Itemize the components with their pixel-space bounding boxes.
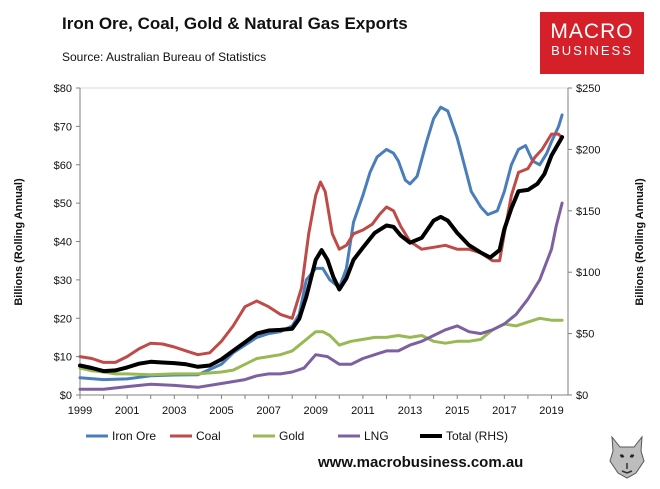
logo-text-macro: MACRO — [550, 20, 634, 43]
x-tick-label: 2019 — [539, 405, 563, 417]
x-tick-label: 1999 — [68, 405, 92, 417]
x-tick-label: 2003 — [162, 405, 186, 417]
right-tick-label: $0 — [576, 390, 588, 402]
x-tick-label: 2005 — [209, 405, 233, 417]
left-axis-title: Billions (Rolling Annual) — [13, 178, 25, 306]
website-url[interactable]: www.macrobusiness.com.au — [318, 454, 524, 471]
left-tick-label: $10 — [54, 352, 72, 364]
x-tick-label: 2001 — [115, 405, 139, 417]
legend-label-coal: Coal — [196, 429, 221, 443]
left-tick-label: $30 — [54, 275, 72, 287]
plot-area-border — [79, 87, 569, 396]
series-line-total-rhs — [78, 135, 565, 374]
x-tick-label: 2015 — [445, 405, 469, 417]
legend-label-iron-ore: Iron Ore — [112, 429, 156, 443]
left-tick-label: $50 — [54, 198, 72, 210]
chart-title: Iron Ore, Coal, Gold & Natural Gas Expor… — [62, 14, 408, 33]
left-tick-label: $70 — [54, 121, 72, 133]
series-line-gold — [78, 316, 564, 377]
legend-label-total-rhs: Total (RHS) — [446, 429, 508, 443]
x-tick-label: 2017 — [492, 405, 516, 417]
legend-label-lng: LNG — [364, 429, 389, 443]
x-tick-label: 2013 — [398, 405, 422, 417]
series-line-iron-ore — [78, 105, 564, 382]
left-tick-label: $80 — [54, 83, 72, 95]
x-tick-label: 2009 — [304, 405, 328, 417]
series-line-lng — [78, 201, 564, 391]
left-y-ticks: $0 $10 $20 $30 $40 $50 $60 $70 $80 — [54, 83, 80, 402]
x-tick-label: 2007 — [256, 405, 280, 417]
right-tick-label: $150 — [576, 206, 600, 218]
right-tick-label: $200 — [576, 144, 600, 156]
right-y-ticks: $0 $50 $100 $150 $200 $250 — [568, 83, 600, 402]
right-tick-label: $100 — [576, 267, 600, 279]
macrobusiness-logo[interactable]: MACRO BUSINESS — [540, 12, 644, 74]
right-axis-title: Billions (Rolling Annual) — [634, 178, 646, 306]
x-tick-label: 2011 — [351, 405, 375, 417]
wolf-icon — [609, 435, 645, 479]
left-tick-label: $60 — [54, 160, 72, 172]
legend-label-gold: Gold — [279, 429, 304, 443]
series-lines — [78, 105, 565, 391]
left-tick-label: $40 — [54, 237, 72, 249]
left-tick-label: $0 — [60, 390, 72, 402]
legend: Iron Ore Coal Gold LNG Total (RHS) — [86, 429, 508, 443]
left-tick-label: $20 — [54, 313, 72, 325]
right-tick-label: $50 — [576, 329, 594, 341]
x-ticks: 1999 2001 2003 2005 2007 2009 2011 2013 2015 2017… — [68, 395, 564, 417]
chart-subtitle: Source: Australian Bureau of Statistics — [62, 50, 267, 64]
logo-text-business: BUSINESS — [551, 43, 633, 58]
right-tick-label: $250 — [576, 83, 600, 95]
